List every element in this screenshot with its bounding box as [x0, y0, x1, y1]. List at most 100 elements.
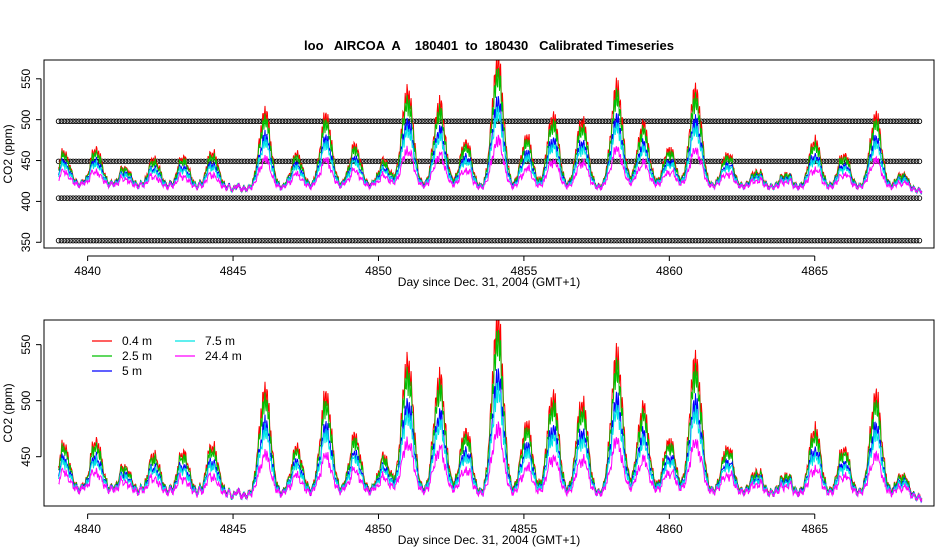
reference-marker	[285, 118, 292, 125]
legend-label: 5 m	[122, 364, 142, 378]
reference-marker	[305, 158, 312, 165]
reference-marker	[308, 118, 315, 125]
reference-marker	[364, 158, 370, 165]
reference-marker	[474, 158, 481, 165]
reference-marker	[314, 237, 321, 244]
reference-marker	[256, 195, 262, 201]
reference-marker	[681, 237, 687, 244]
reference-marker	[87, 118, 94, 125]
reference-marker	[131, 195, 137, 201]
reference-marker	[556, 158, 562, 165]
reference-marker	[704, 237, 710, 244]
reference-marker	[812, 195, 818, 201]
reference-marker	[218, 237, 225, 244]
reference-marker	[750, 195, 757, 201]
reference-marker	[55, 237, 62, 244]
reference-marker	[474, 118, 481, 125]
reference-marker	[631, 195, 638, 201]
reference-marker	[90, 118, 97, 125]
reference-marker	[76, 118, 82, 125]
reference-marker	[867, 237, 873, 244]
reference-marker	[681, 118, 687, 125]
reference-marker	[707, 195, 713, 201]
reference-marker	[233, 237, 239, 244]
reference-marker	[343, 237, 350, 244]
reference-marker	[585, 237, 591, 244]
reference-marker	[780, 118, 786, 125]
reference-marker	[99, 195, 105, 201]
reference-marker	[457, 118, 463, 125]
reference-marker	[81, 158, 88, 165]
reference-marker	[794, 118, 801, 125]
reference-marker	[111, 158, 117, 165]
legend: 0.4 m2.5 m5 m 7.5 m24.4 m	[92, 334, 242, 378]
reference-marker	[192, 158, 198, 165]
reference-marker	[602, 195, 609, 201]
reference-marker	[675, 158, 681, 165]
reference-marker	[425, 237, 431, 244]
reference-marker	[425, 118, 431, 125]
reference-marker	[625, 237, 632, 244]
reference-marker	[899, 195, 905, 201]
reference-marker	[160, 118, 166, 125]
reference-marker	[259, 237, 265, 244]
reference-marker	[474, 195, 481, 201]
reference-marker	[829, 237, 835, 244]
reference-marker	[111, 118, 117, 125]
reference-marker	[907, 118, 914, 125]
reference-marker	[771, 237, 777, 244]
reference-marker	[436, 237, 443, 244]
reference-marker	[742, 118, 748, 125]
reference-marker	[590, 118, 597, 125]
reference-marker	[236, 158, 242, 165]
reference-marker	[64, 195, 71, 201]
reference-marker	[701, 195, 707, 201]
reference-marker	[765, 118, 771, 125]
reference-marker	[169, 158, 175, 165]
reference-marker	[128, 195, 134, 201]
reference-marker	[797, 195, 803, 201]
reference-marker	[823, 158, 830, 165]
reference-marker	[844, 195, 850, 201]
reference-marker	[538, 118, 545, 125]
reference-marker	[570, 118, 577, 125]
reference-marker	[207, 237, 213, 244]
reference-marker	[460, 195, 466, 201]
reference-marker	[230, 237, 236, 244]
reference-marker	[154, 195, 161, 201]
reference-marker	[137, 195, 143, 201]
reference-marker	[87, 237, 94, 244]
reference-marker	[157, 158, 164, 165]
reference-marker	[800, 237, 806, 244]
reference-marker	[410, 195, 417, 201]
reference-marker	[93, 118, 100, 125]
reference-marker	[774, 237, 780, 244]
reference-marker	[849, 118, 856, 125]
reference-marker	[480, 158, 486, 165]
reference-marker	[346, 237, 353, 244]
reference-marker	[573, 237, 580, 244]
reference-marker	[817, 118, 824, 125]
reference-marker	[739, 158, 745, 165]
reference-marker	[748, 237, 754, 244]
reference-marker	[122, 118, 129, 125]
reference-marker	[570, 195, 577, 201]
reference-marker	[567, 118, 574, 125]
x-tick-label: 4850	[365, 264, 392, 278]
reference-marker	[265, 195, 271, 201]
reference-marker	[157, 237, 164, 244]
reference-marker	[87, 195, 94, 201]
reference-marker	[718, 118, 725, 125]
reference-marker	[870, 195, 876, 201]
reference-marker	[771, 158, 777, 165]
reference-marker	[256, 118, 262, 125]
reference-marker	[628, 158, 635, 165]
reference-marker	[137, 118, 143, 125]
reference-marker	[422, 158, 428, 165]
reference-marker	[282, 118, 289, 125]
reference-marker	[198, 118, 204, 125]
reference-marker	[186, 237, 193, 244]
reference-marker	[590, 158, 597, 165]
reference-marker	[907, 237, 914, 244]
reference-marker	[276, 195, 283, 201]
